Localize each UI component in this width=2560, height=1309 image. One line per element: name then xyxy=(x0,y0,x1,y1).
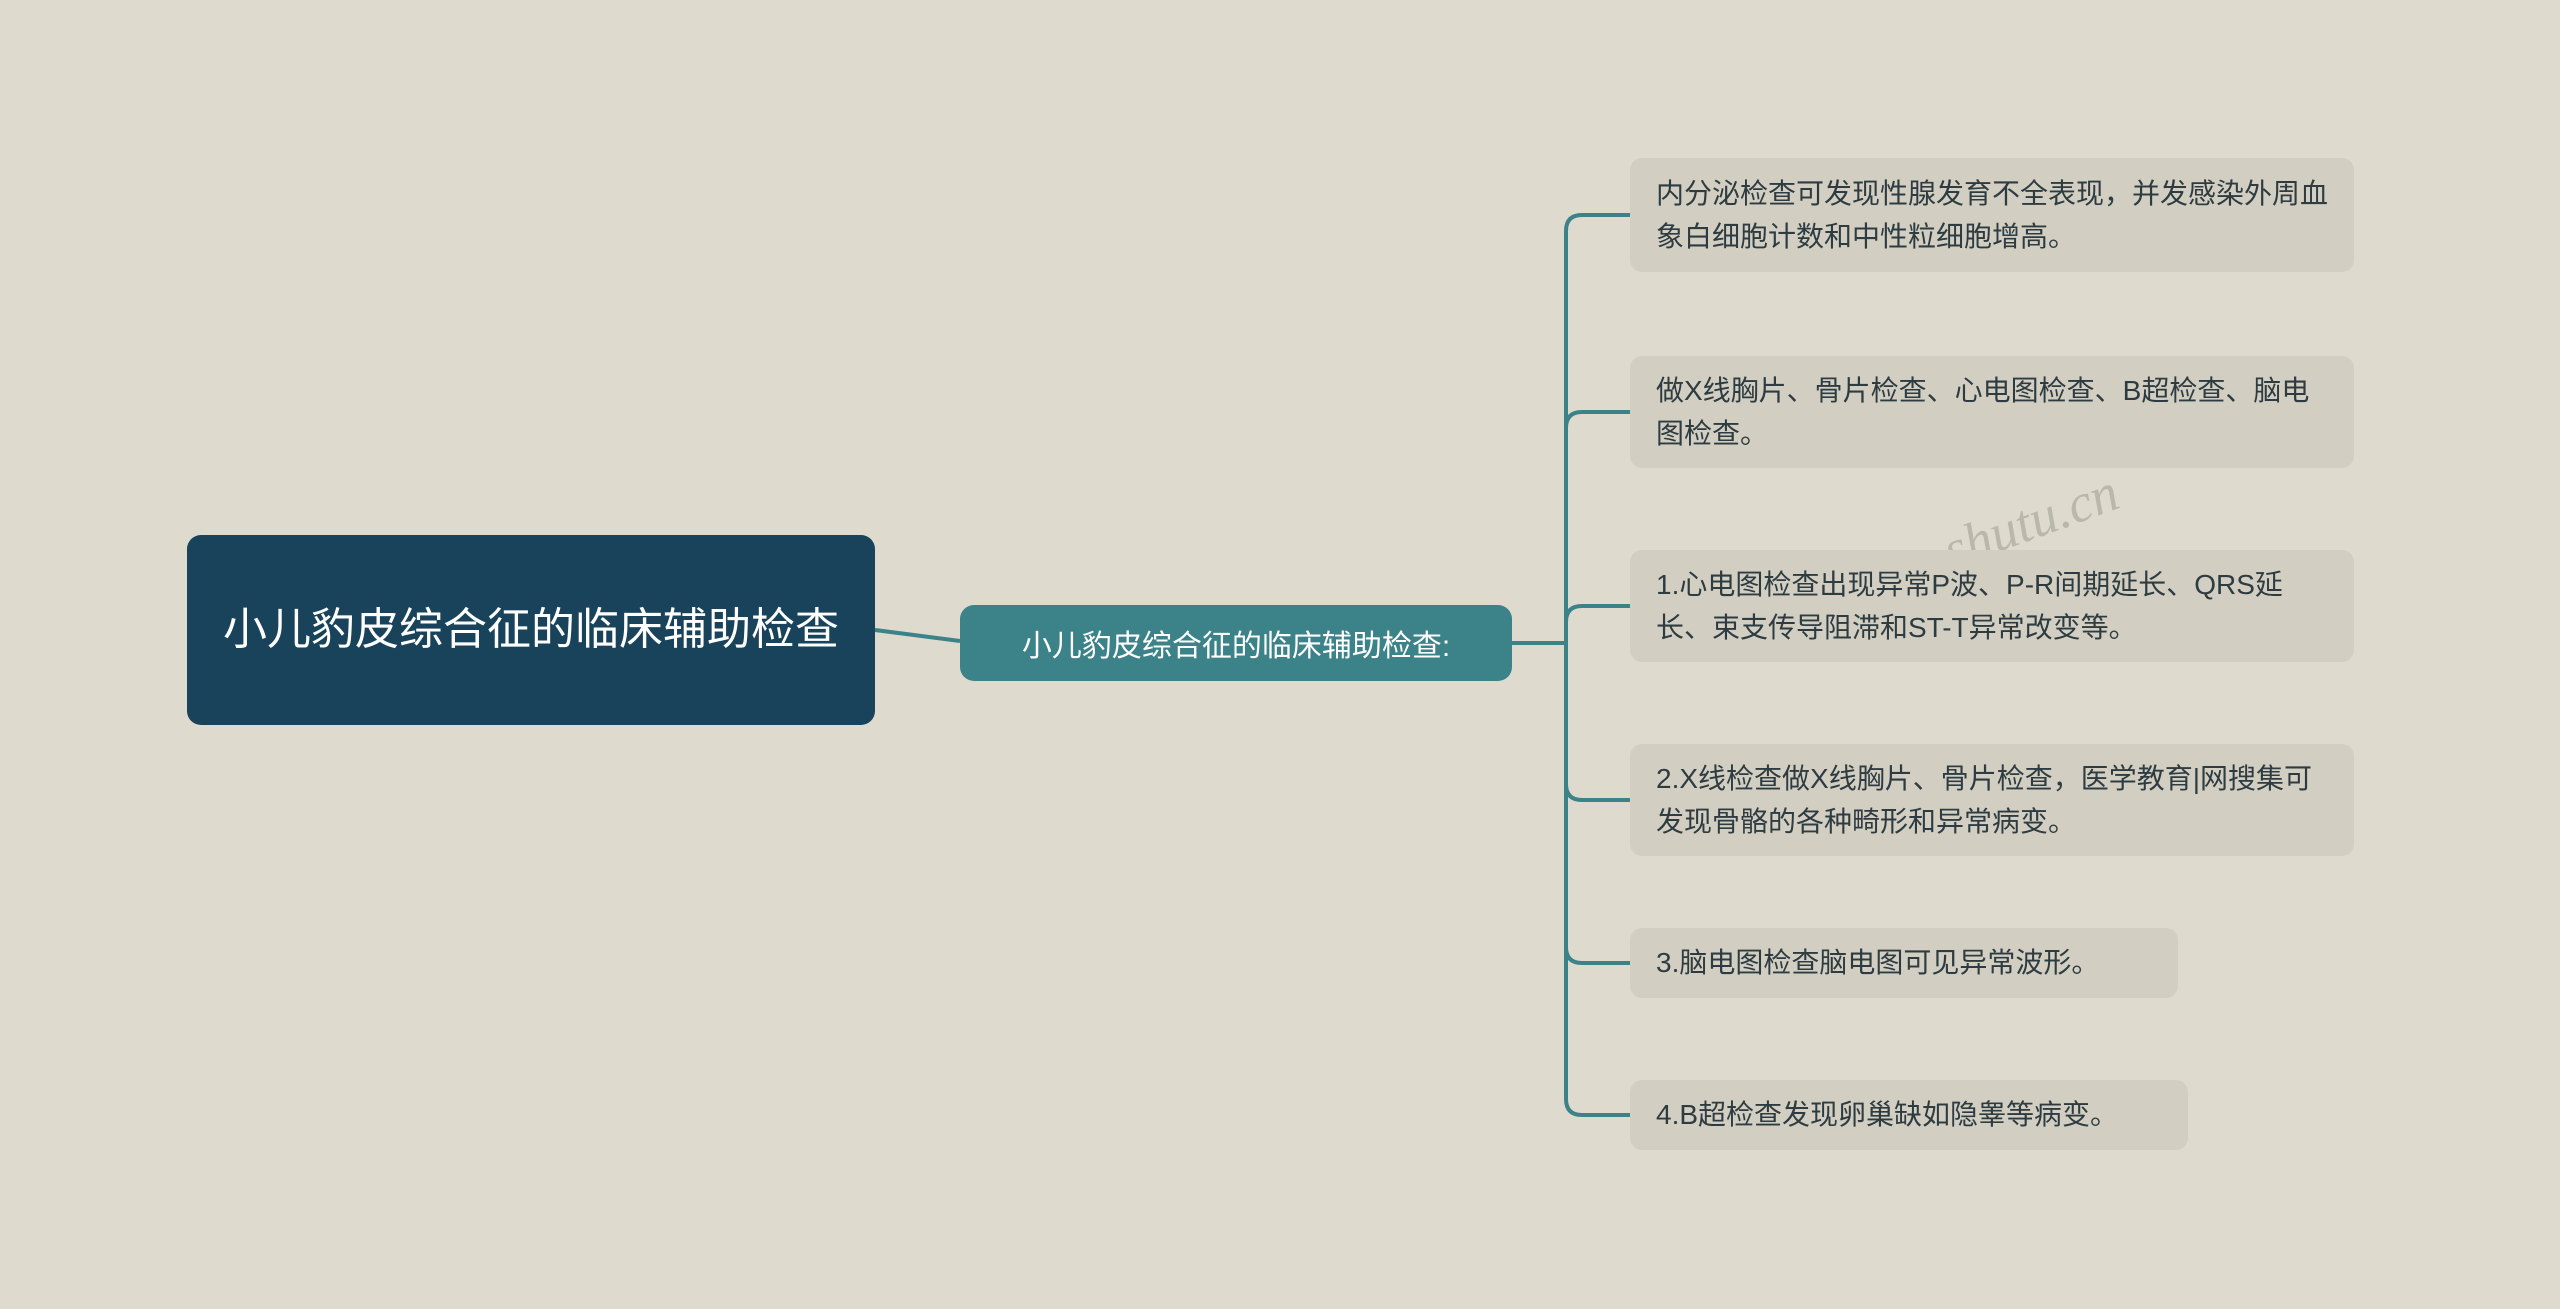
leaf-node-3: 2.X线检查做X线胸片、骨片检查，医学教育|网搜集可发现骨骼的各种畸形和异常病变… xyxy=(1630,744,2354,856)
edge-root-mid xyxy=(875,630,960,641)
leaf-node-5: 4.B超检查发现卵巢缺如隐睾等病变。 xyxy=(1630,1080,2188,1150)
leaf-node-4: 3.脑电图检查脑电图可见异常波形。 xyxy=(1630,928,2178,998)
mid-node: 小儿豹皮综合征的临床辅助检查: xyxy=(960,605,1512,681)
leaf-label: 4.B超检查发现卵巢缺如隐睾等病变。 xyxy=(1656,1093,2118,1136)
root-label: 小儿豹皮综合征的临床辅助检查 xyxy=(223,597,839,663)
leaf-label: 3.脑电图检查脑电图可见异常波形。 xyxy=(1656,941,2099,984)
leaf-label: 1.心电图检查出现异常P波、P-R间期延长、QRS延长、束支传导阻滞和ST-T异… xyxy=(1656,563,2328,650)
leaf-label: 做X线胸片、骨片检查、心电图检查、B超检查、脑电图检查。 xyxy=(1656,369,2328,456)
edge-mid-leaf-5 xyxy=(1512,643,1630,1115)
edge-mid-leaf-4 xyxy=(1512,643,1630,963)
leaf-label: 2.X线检查做X线胸片、骨片检查，医学教育|网搜集可发现骨骼的各种畸形和异常病变… xyxy=(1656,757,2328,844)
leaf-node-1: 做X线胸片、骨片检查、心电图检查、B超检查、脑电图检查。 xyxy=(1630,356,2354,468)
edge-mid-leaf-1 xyxy=(1512,412,1630,643)
leaf-node-0: 内分泌检查可发现性腺发育不全表现，并发感染外周血象白细胞计数和中性粒细胞增高。 xyxy=(1630,158,2354,272)
root-node: 小儿豹皮综合征的临床辅助检查 xyxy=(187,535,875,725)
edge-mid-leaf-3 xyxy=(1512,643,1630,800)
mid-label: 小儿豹皮综合征的临床辅助检查: xyxy=(1022,621,1450,665)
edge-mid-leaf-2 xyxy=(1512,606,1630,643)
edge-mid-leaf-0 xyxy=(1512,215,1630,643)
leaf-node-2: 1.心电图检查出现异常P波、P-R间期延长、QRS延长、束支传导阻滞和ST-T异… xyxy=(1630,550,2354,662)
leaf-label: 内分泌检查可发现性腺发育不全表现，并发感染外周血象白细胞计数和中性粒细胞增高。 xyxy=(1656,172,2328,259)
